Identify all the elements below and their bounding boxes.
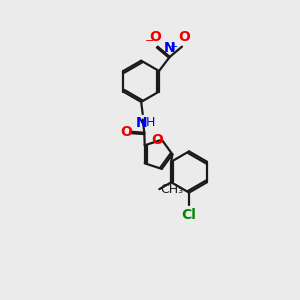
Text: CH₃: CH₃ (160, 183, 183, 196)
Text: O: O (120, 125, 132, 139)
Text: O: O (151, 133, 163, 147)
Text: Cl: Cl (182, 208, 196, 222)
Text: +: + (169, 42, 177, 52)
Text: H: H (146, 116, 155, 129)
Text: O: O (149, 30, 161, 44)
Text: O: O (178, 30, 190, 44)
Text: N: N (135, 116, 147, 130)
Text: −: − (145, 36, 154, 46)
Text: N: N (164, 41, 176, 55)
